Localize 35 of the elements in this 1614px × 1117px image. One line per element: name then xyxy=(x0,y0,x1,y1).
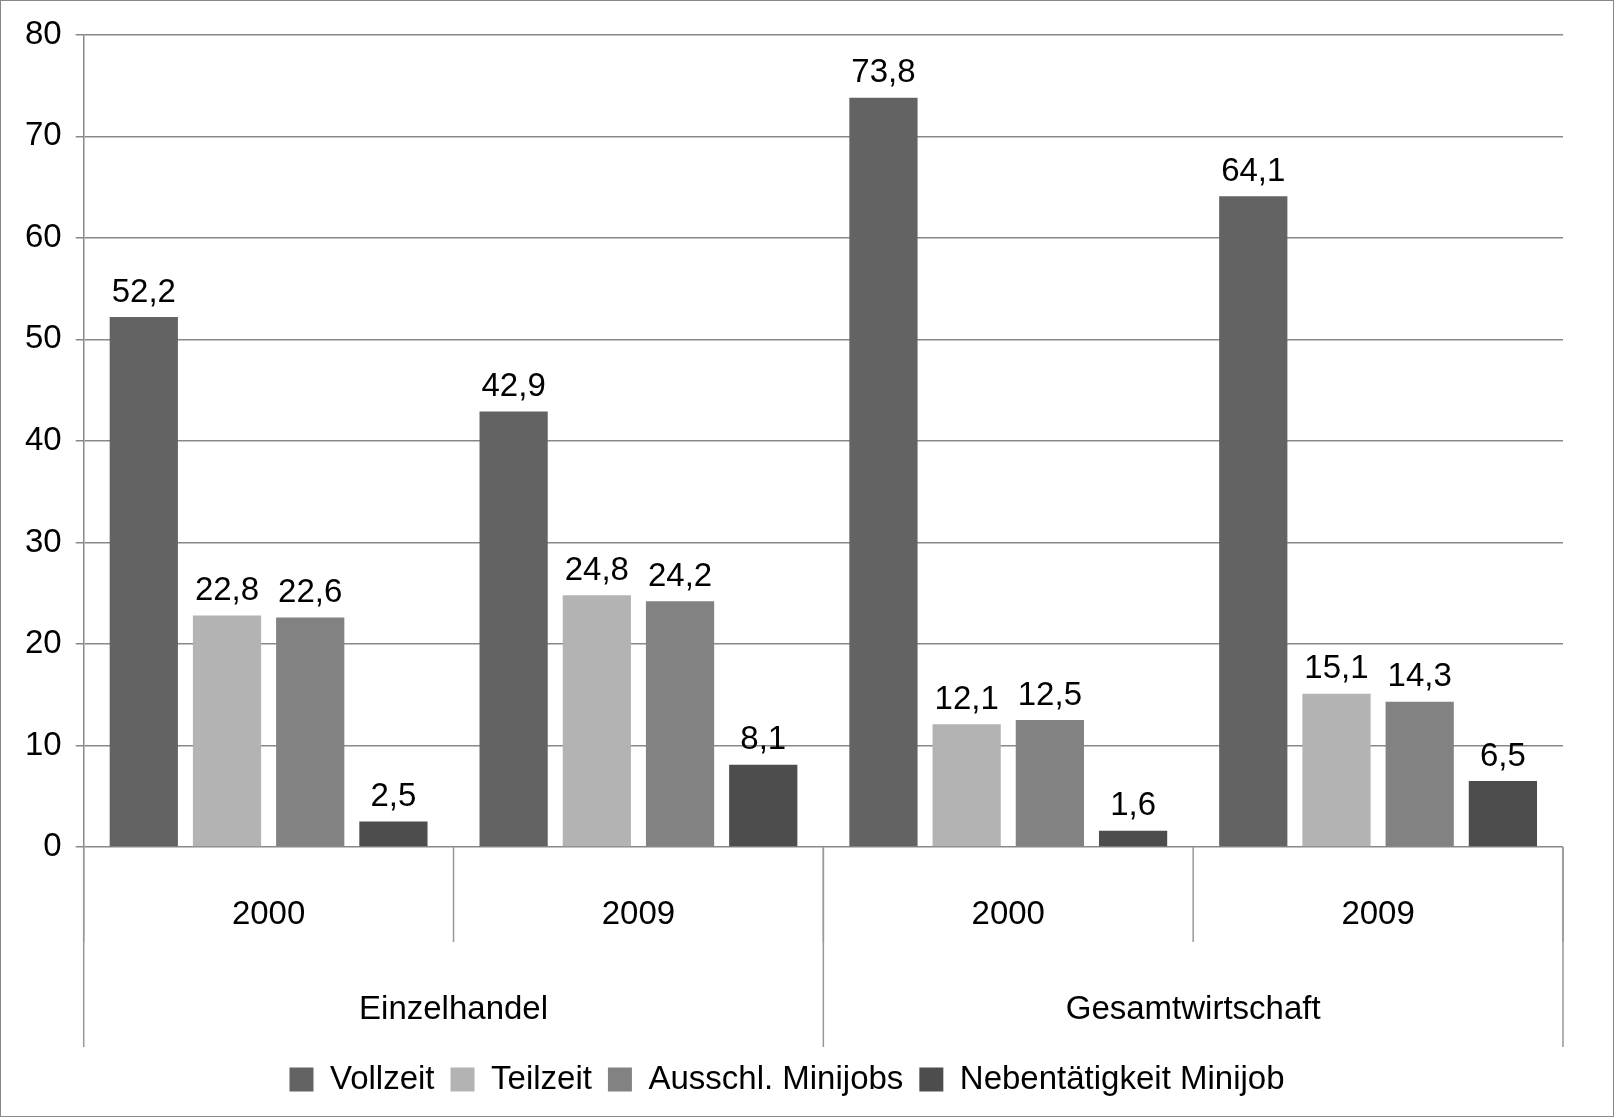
y-tick-label: 30 xyxy=(24,521,62,559)
legend-label: Ausschl. Minijobs xyxy=(648,1058,904,1096)
data-label: 12,1 xyxy=(934,678,999,716)
data-label: 22,8 xyxy=(194,570,260,608)
x-tick-label: 2009 xyxy=(1341,893,1415,931)
y-tick-label: 40 xyxy=(24,419,62,457)
data-label: 22,6 xyxy=(278,572,343,610)
x-tick-label: 2000 xyxy=(971,893,1045,931)
data-label: 52,2 xyxy=(111,271,176,309)
data-label: 14,3 xyxy=(1387,656,1452,694)
data-label: 64,1 xyxy=(1221,150,1286,188)
text: Gesamtwirtschaft xyxy=(1065,989,1321,1027)
legend-label: Teilzeit xyxy=(491,1058,592,1096)
y-tick-label: 60 xyxy=(24,216,62,254)
data-label: 8,1 xyxy=(740,719,787,757)
y-tick-label: 70 xyxy=(24,115,62,153)
x-tick-label: 2009 xyxy=(601,893,676,931)
y-tick-label: 0 xyxy=(43,826,62,864)
data-label: 24,8 xyxy=(564,549,629,587)
data-label: 6,5 xyxy=(1479,735,1526,773)
data-label: 42,9 xyxy=(481,366,546,404)
data-label: 12,5 xyxy=(1017,674,1082,712)
data-label: 2,5 xyxy=(370,776,417,814)
data-label: 15,1 xyxy=(1304,648,1369,686)
y-tick-label: 20 xyxy=(24,623,62,661)
y-tick-label: 80 xyxy=(24,13,62,51)
legend-label: Vollzeit xyxy=(329,1058,435,1096)
y-tick-label: 10 xyxy=(24,724,62,762)
legend-label: Nebentätigkeit Minijob xyxy=(959,1058,1285,1096)
y-tick-label: 50 xyxy=(24,318,62,356)
data-label: 1,6 xyxy=(1110,785,1157,823)
data-label: 73,8 xyxy=(851,52,916,90)
x-tick-label: 2000 xyxy=(231,893,306,931)
text: Einzelhandel xyxy=(359,989,549,1027)
data-label: 24,2 xyxy=(647,555,713,593)
